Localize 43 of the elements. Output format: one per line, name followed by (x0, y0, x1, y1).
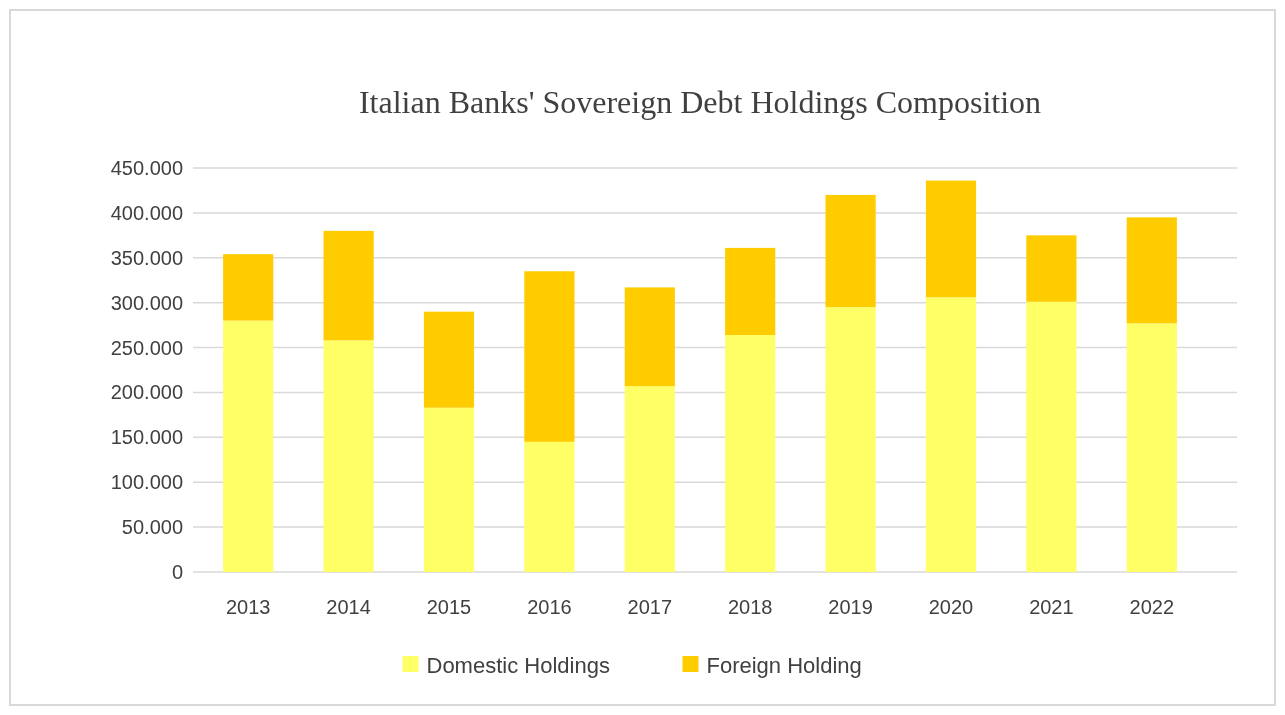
y-tick-label: 450.000 (110, 157, 183, 179)
x-tick-label: 2019 (828, 596, 873, 618)
legend-label: Domestic Holdings (426, 652, 610, 678)
bar (524, 441, 575, 572)
bar (624, 287, 675, 387)
bar (725, 247, 776, 335)
bar (323, 340, 374, 572)
y-tick-label: 0 (171, 561, 183, 583)
bar (1126, 323, 1177, 572)
bar (524, 271, 575, 442)
x-tick-label: 2017 (627, 596, 673, 618)
bar (323, 230, 374, 341)
x-tick-label: 2014 (326, 596, 371, 618)
bar (825, 194, 876, 308)
bar (423, 407, 475, 572)
x-tick-label: 2022 (1129, 596, 1175, 618)
y-tick-label: 300.000 (110, 291, 183, 314)
chart-title: Italian Banks' Sovereign Debt Holdings Composition (358, 84, 1042, 120)
x-tick-label: 2021 (1029, 596, 1074, 618)
bar (1026, 301, 1077, 572)
x-tick-label: 2013 (225, 596, 271, 618)
x-tick-label: 2020 (928, 596, 974, 618)
y-tick-label: 50.000 (121, 516, 183, 539)
y-tick-label: 200.000 (110, 381, 183, 404)
y-tick-label: 350.000 (110, 246, 183, 269)
bar (423, 311, 475, 408)
bar (223, 320, 274, 572)
bar (825, 307, 876, 572)
y-tick-label: 250.000 (110, 336, 183, 359)
x-tick-label: 2018 (727, 596, 773, 618)
y-tick-label: 100.000 (110, 471, 183, 494)
bar (725, 334, 776, 572)
x-tick-label: 2015 (426, 596, 472, 618)
y-tick-label: 400.000 (110, 201, 183, 224)
legend-label: Foreign Holding (706, 652, 862, 678)
bar (223, 254, 274, 321)
bar (1126, 217, 1177, 324)
bar (925, 180, 977, 298)
bar (624, 386, 675, 572)
bar (1026, 235, 1077, 302)
bar (925, 297, 977, 572)
x-tick-label: 2016 (527, 596, 572, 618)
y-tick-label: 150.000 (110, 426, 183, 449)
